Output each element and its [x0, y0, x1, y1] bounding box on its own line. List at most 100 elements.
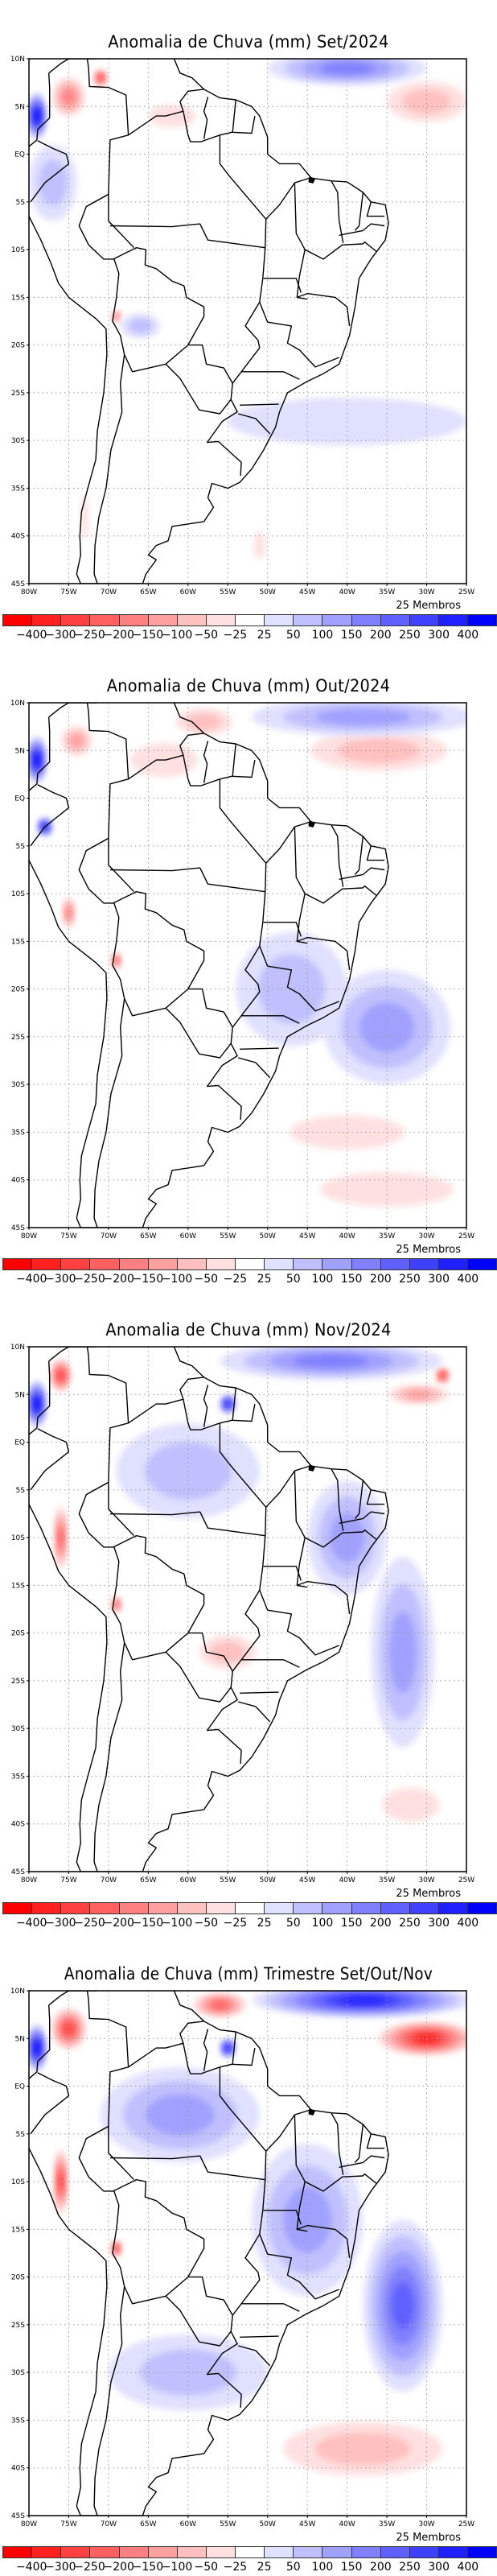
- border-line: [263, 2210, 302, 2225]
- colorbar-bin: [322, 1903, 352, 1913]
- lon-tick-label: 40W: [339, 1876, 355, 1885]
- colorbar-bin: [409, 1259, 439, 1269]
- lat-tick-label: 30S: [11, 1081, 25, 1089]
- lat-tick-label: 15S: [11, 1582, 25, 1590]
- border-line: [339, 2155, 385, 2168]
- colorbar-bin: [351, 615, 381, 625]
- border-line: [113, 891, 205, 989]
- border-line: [354, 836, 364, 875]
- colorbar-bin: [380, 1259, 410, 1269]
- colorbar-label: −100: [161, 1917, 193, 1930]
- colorbar-bin: [90, 1259, 120, 1269]
- colorbar-bin: [409, 1903, 439, 1913]
- border-line: [199, 867, 265, 893]
- colorbar-bin: [265, 615, 294, 625]
- colorbar-bin: [236, 1903, 265, 1913]
- colorbar-bin: [61, 2547, 91, 2557]
- border-line: [237, 1701, 271, 1723]
- colorbar-label: −150: [132, 1917, 164, 1930]
- panel-title: Anomalia de Chuva (mm) Trimestre Set/Out…: [64, 1964, 433, 1984]
- border-line: [93, 998, 125, 1228]
- colorbar-label: −300: [45, 1917, 76, 1930]
- border-line: [294, 1471, 308, 1588]
- border-line: [237, 413, 271, 435]
- anomaly-field: [29, 59, 466, 584]
- lon-tick-label: 35W: [379, 1876, 395, 1885]
- border-line: [263, 278, 302, 293]
- lon-tick-label: 80W: [21, 588, 37, 597]
- colorbar-bin: [3, 2547, 33, 2557]
- lon-tick-label: 50W: [260, 588, 276, 597]
- lat-tick-label: 10N: [10, 1988, 25, 1996]
- colorbar-bin: [294, 1259, 323, 1269]
- colorbar-bin: [32, 2547, 62, 2557]
- lon-tick-label: 65W: [140, 1876, 156, 1885]
- lon-tick-label: 40W: [339, 2520, 355, 2529]
- border-line: [203, 741, 209, 783]
- colorbar-bin: [380, 615, 410, 625]
- border-line: [366, 201, 385, 217]
- colorbar-bin: [32, 1259, 62, 1269]
- border-line: [78, 59, 242, 477]
- map-plot: 80W 75W 70W 65W 60W 55W 50W 45W 40W 35W 30W 25W 10N 5…: [10, 1344, 474, 1885]
- colorbar-bin: [351, 1259, 381, 1269]
- lat-tick-label: 20S: [11, 986, 25, 994]
- colorbar-bin: [61, 1259, 91, 1269]
- colorbar-bin: [177, 2547, 207, 2557]
- colorbar-bin: [3, 1259, 33, 1269]
- members-label: 25 Membros: [396, 600, 461, 612]
- colorbar-label: −400: [15, 629, 47, 642]
- colorbar-bin: [177, 615, 207, 625]
- colorbar-bin: [236, 2547, 265, 2557]
- anomaly-contour: [38, 159, 68, 206]
- coastline-layer: [29, 59, 389, 584]
- border-line: [232, 99, 236, 133]
- colorbar-bin: [438, 615, 468, 625]
- colorbar-label: −300: [45, 629, 76, 642]
- anomaly-contour: [211, 1641, 245, 1662]
- colorbar-label: −200: [103, 2561, 134, 2574]
- colorbar-bin: [32, 1903, 62, 1913]
- colorbar-bin: [438, 2547, 468, 2557]
- border-line: [219, 778, 267, 1028]
- lat-tick-label: 45S: [11, 580, 25, 588]
- anomaly-contour: [63, 90, 75, 104]
- lon-tick-label: 80W: [21, 1232, 37, 1241]
- border-line: [165, 1007, 232, 1059]
- border-line: [179, 1377, 204, 1400]
- map-frame: [28, 1990, 467, 2516]
- colorbar-label: 25: [257, 1273, 272, 1286]
- coastline: [29, 703, 389, 1228]
- border-line: [366, 1489, 385, 1505]
- lat-tick-label: 25S: [11, 2322, 25, 2330]
- lon-tick-label: 50W: [260, 1232, 276, 1241]
- lon-tick-label: 55W: [220, 588, 236, 597]
- anomaly-contour: [294, 1354, 369, 1368]
- anomaly-contour: [66, 907, 72, 919]
- lat-tick-label: 5N: [15, 1391, 25, 1399]
- marajo-island: [308, 1464, 315, 1472]
- colorbar-label: 200: [369, 1917, 392, 1930]
- colorbar-label: 100: [311, 2561, 334, 2574]
- border-line: [339, 867, 385, 880]
- colorbar: [2, 2546, 497, 2558]
- border-line: [179, 89, 204, 112]
- colorbar-bin: [177, 1259, 207, 1269]
- border-line: [219, 1422, 267, 1672]
- border-line: [109, 223, 200, 228]
- lon-tick-label: 40W: [339, 1232, 355, 1241]
- colorbar-label: −250: [74, 2561, 105, 2574]
- anomaly-contour: [212, 2001, 228, 2008]
- colorbar-label: −300: [45, 1273, 76, 1286]
- lat-tick-label: 25S: [11, 1034, 25, 1042]
- lon-tick-label: 45W: [299, 1232, 315, 1241]
- anomaly-contour: [35, 1399, 39, 1409]
- border-line: [30, 2072, 70, 2135]
- colorbar-bin: [294, 2547, 323, 2557]
- lat-tick-label: 25S: [11, 390, 25, 398]
- colorbar-label: −150: [132, 629, 164, 642]
- border-line: [128, 110, 256, 142]
- lon-tick-label: 40W: [339, 588, 355, 597]
- anomaly-contour: [340, 1996, 386, 2004]
- lon-tick-label: 50W: [260, 2520, 276, 2529]
